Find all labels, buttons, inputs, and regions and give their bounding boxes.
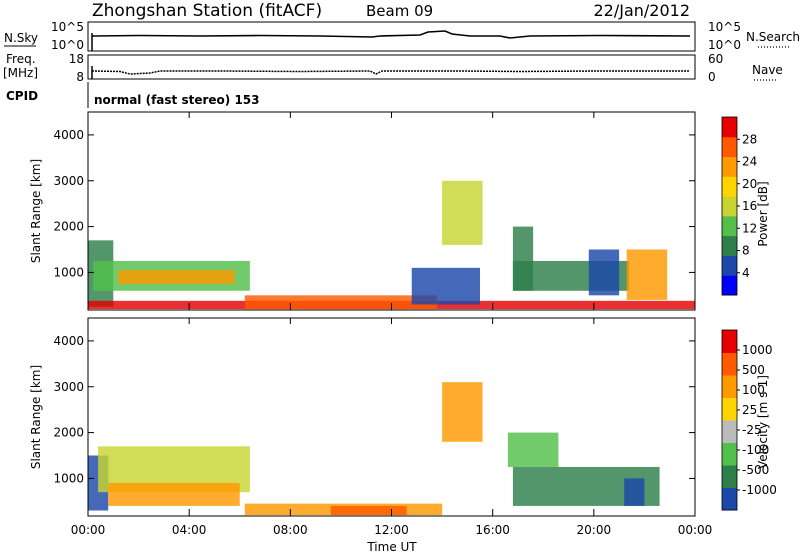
freq-tick-bottom: 8 bbox=[76, 70, 84, 84]
velocity-colorbar-tick-label: -25 bbox=[742, 423, 762, 437]
figure-title: Zhongshan Station (fitACF) bbox=[92, 1, 322, 21]
nsky-tick-bottom: 10^0 bbox=[51, 38, 84, 52]
power-colorbar-segment bbox=[722, 156, 737, 177]
power-yticks: 1000 2000 3000 4000 bbox=[53, 128, 695, 279]
power-colorbar-segment bbox=[722, 196, 737, 217]
freq-panel bbox=[87, 54, 696, 80]
velocity-echo-region bbox=[108, 483, 240, 506]
date-label: 22/Jan/2012 bbox=[593, 1, 690, 20]
velocity-colorbar-label: Velocity [m s-1] bbox=[756, 375, 770, 469]
power-colorbar-tick-label: 28 bbox=[742, 132, 757, 146]
freq-label: Freq. bbox=[6, 52, 36, 66]
power-echo-region bbox=[411, 267, 481, 305]
power-colorbar-tick-label: 16 bbox=[742, 199, 757, 213]
velocity-colorbar: 1000 500 100 25 -25 -100 -500 -1000 bbox=[721, 329, 777, 511]
velocity-colorbar-tick-label: -1000 bbox=[742, 483, 777, 497]
power-echo-region bbox=[118, 270, 235, 284]
cpid-text: normal (fast stereo) 153 bbox=[94, 93, 260, 107]
velocity-echo-region bbox=[442, 382, 483, 442]
nave-label: Nave bbox=[752, 63, 783, 77]
power-echo-region bbox=[588, 249, 620, 296]
velocity-colorbar-segment bbox=[722, 442, 737, 466]
velocity-echo-region bbox=[624, 478, 645, 506]
velocity-echo-region bbox=[507, 432, 559, 467]
velocity-echo-region bbox=[330, 505, 407, 516]
power-colorbar-segment bbox=[722, 117, 737, 138]
time-tick-label: 08:00 bbox=[273, 523, 308, 537]
power-ytick-label: 4000 bbox=[53, 128, 84, 142]
freq-trace bbox=[91, 70, 690, 75]
nsky-label: N.Sky bbox=[4, 31, 38, 45]
time-tick-label: 00:00 bbox=[71, 523, 106, 537]
freq-tick-top: 18 bbox=[69, 52, 84, 66]
power-colorbar-tick-label: 12 bbox=[742, 221, 757, 235]
power-echo-region bbox=[626, 249, 668, 300]
cpid-label: CPID bbox=[6, 89, 38, 103]
power-colorbar-tick-label: 8 bbox=[742, 244, 750, 258]
time-axis: 00:00 04:00 08:00 12:00 16:00 20:00 00:00 bbox=[71, 112, 713, 537]
power-colorbar-tick-label: 24 bbox=[742, 155, 757, 169]
power-colorbar-label: Power [dB] bbox=[756, 181, 770, 246]
velocity-colorbar-frame bbox=[721, 329, 738, 511]
power-colorbar-segment bbox=[722, 275, 737, 296]
power-ytick-label: 2000 bbox=[53, 220, 84, 234]
time-tick-label: 12:00 bbox=[374, 523, 409, 537]
velocity-colorbar-tick-label: -500 bbox=[742, 463, 769, 477]
time-tick-label: 04:00 bbox=[172, 523, 207, 537]
velocity-ytick-label: 2000 bbox=[53, 426, 84, 440]
time-tick-label: 20:00 bbox=[577, 523, 612, 537]
velocity-colorbar-tick-label: 25 bbox=[742, 403, 757, 417]
time-tick-label: 16:00 bbox=[475, 523, 510, 537]
power-colorbar-tick-label: 20 bbox=[742, 177, 757, 191]
velocity-colorbar-segment bbox=[722, 352, 737, 376]
power-colorbar-segment bbox=[722, 235, 737, 256]
nave-tick-bottom: 0 bbox=[708, 70, 716, 84]
velocity-ytick-label: 3000 bbox=[53, 380, 84, 394]
nsky-tick-top: 10^5 bbox=[51, 20, 84, 34]
velocity-colorbar-tick-label: 500 bbox=[742, 363, 765, 377]
nsky-trace bbox=[91, 30, 691, 39]
power-plot-area bbox=[88, 180, 695, 310]
velocity-colorbar-tick-label: 1000 bbox=[742, 343, 773, 357]
power-ytick-label: 3000 bbox=[53, 174, 84, 188]
velocity-colorbar-segment bbox=[722, 330, 737, 353]
power-ytick-label: 1000 bbox=[53, 265, 84, 279]
nsearch-tick-top: 10^5 bbox=[708, 20, 741, 34]
velocity-colorbar-segment bbox=[722, 465, 737, 488]
nsearch-label: N.Search bbox=[746, 30, 800, 44]
time-tick-label: 00:00 bbox=[678, 523, 713, 537]
power-echo-region bbox=[442, 180, 483, 245]
power-colorbar-segment bbox=[722, 136, 737, 158]
velocity-ytick-label: 1000 bbox=[53, 471, 84, 485]
velocity-colorbar-segment bbox=[722, 420, 737, 443]
power-echo-region bbox=[244, 295, 438, 310]
nave-tick-top: 60 bbox=[708, 52, 723, 66]
time-axis-label: Time UT bbox=[366, 540, 417, 554]
nsearch-tick-bottom: 10^0 bbox=[708, 38, 741, 52]
velocity-ylabel: Slant Range [km] bbox=[29, 365, 43, 469]
velocity-colorbar-tick-label: 100 bbox=[742, 383, 765, 397]
velocity-colorbar-tick-label: -100 bbox=[742, 443, 769, 457]
power-colorbar-segment bbox=[722, 255, 737, 276]
velocity-colorbar-segment bbox=[722, 397, 737, 421]
velocity-yticks: 1000 2000 3000 4000 bbox=[53, 334, 695, 485]
power-colorbar-tick-label: 4 bbox=[742, 266, 750, 280]
beam-label: Beam 09 bbox=[366, 2, 433, 20]
nsky-panel bbox=[87, 21, 696, 52]
power-colorbar-segment bbox=[722, 176, 737, 197]
power-colorbar: 28 24 20 16 12 8 4 bbox=[721, 116, 757, 296]
velocity-colorbar-segment bbox=[722, 487, 737, 511]
power-ylabel: Slant Range [km] bbox=[29, 159, 43, 263]
velocity-colorbar-segment bbox=[722, 375, 737, 398]
freq-unit: [MHz] bbox=[3, 66, 38, 80]
power-colorbar-segment bbox=[722, 215, 737, 237]
velocity-ytick-label: 4000 bbox=[53, 334, 84, 348]
velocity-plot-area bbox=[88, 382, 660, 516]
